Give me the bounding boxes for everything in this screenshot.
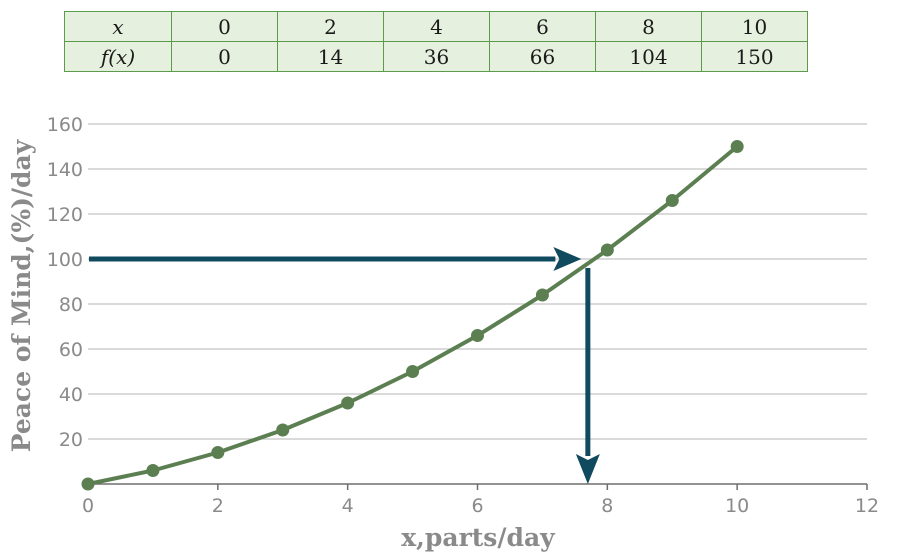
y-tick-label: 140 — [47, 159, 83, 181]
y-tick-label: 100 — [47, 249, 83, 271]
data-point — [146, 464, 160, 477]
table-cell: 2 — [277, 11, 384, 42]
data-point — [730, 140, 744, 153]
x-tick-label: 10 — [725, 495, 749, 517]
x-axis-ticks: 0 2 4 6 8 10 12 — [82, 484, 879, 517]
table-cell: 4 — [383, 11, 490, 42]
table-header-x: x — [64, 11, 172, 42]
x-tick-label: 4 — [342, 495, 354, 517]
arrow-annotations — [89, 247, 600, 484]
y-tick-label: 40 — [59, 384, 83, 406]
horizontal-arrow-head — [553, 247, 582, 271]
series-line — [87, 144, 739, 486]
x-tick-label: 8 — [601, 495, 613, 517]
data-point — [665, 194, 679, 207]
vertical-arrow-head — [575, 454, 600, 484]
table-header-fx: f(x) — [64, 41, 172, 72]
table-cell: 14 — [277, 41, 384, 72]
data-point — [471, 329, 484, 342]
y-tick-label: 80 — [59, 294, 83, 316]
table-row-fx: f(x) 0 14 36 66 104 150 — [64, 41, 808, 72]
y-axis-ticks: 20 40 60 80 100 120 140 160 — [47, 114, 83, 451]
y-tick-label: 20 — [59, 429, 83, 451]
grid-lines — [88, 123, 867, 485]
x-tick-label: 2 — [212, 495, 224, 517]
table-cell: 0 — [171, 41, 278, 72]
y-tick-label: 120 — [47, 204, 83, 226]
table-cell: 36 — [383, 41, 490, 72]
table-cell: 104 — [595, 41, 702, 72]
table-cell: 66 — [489, 41, 596, 72]
x-tick-label: 0 — [82, 495, 94, 517]
y-axis-label: Peace of Mind,(%)/day — [7, 138, 36, 452]
data-point — [406, 365, 420, 378]
table-cell: 0 — [171, 11, 278, 42]
x-tick-label: 12 — [855, 495, 879, 517]
y-tick-label: 160 — [47, 114, 83, 136]
values-table: x 0 2 4 6 8 10 f(x) 0 14 36 66 104 150 — [64, 11, 808, 72]
data-point — [341, 396, 355, 410]
data-point — [81, 477, 95, 491]
x-tick-label: 6 — [471, 495, 483, 517]
table-cell: 150 — [701, 41, 808, 72]
table-row-x: x 0 2 4 6 8 10 — [64, 11, 808, 42]
values-table-container: x 0 2 4 6 8 10 f(x) 0 14 36 66 104 150 — [64, 11, 808, 72]
data-point — [535, 288, 549, 302]
x-axis-label: x,parts/day — [401, 523, 556, 552]
y-tick-label: 60 — [59, 339, 83, 361]
table-cell: 10 — [701, 11, 808, 42]
series-group — [81, 140, 744, 491]
data-point — [211, 446, 225, 459]
data-point — [600, 243, 614, 257]
data-point — [276, 423, 290, 437]
